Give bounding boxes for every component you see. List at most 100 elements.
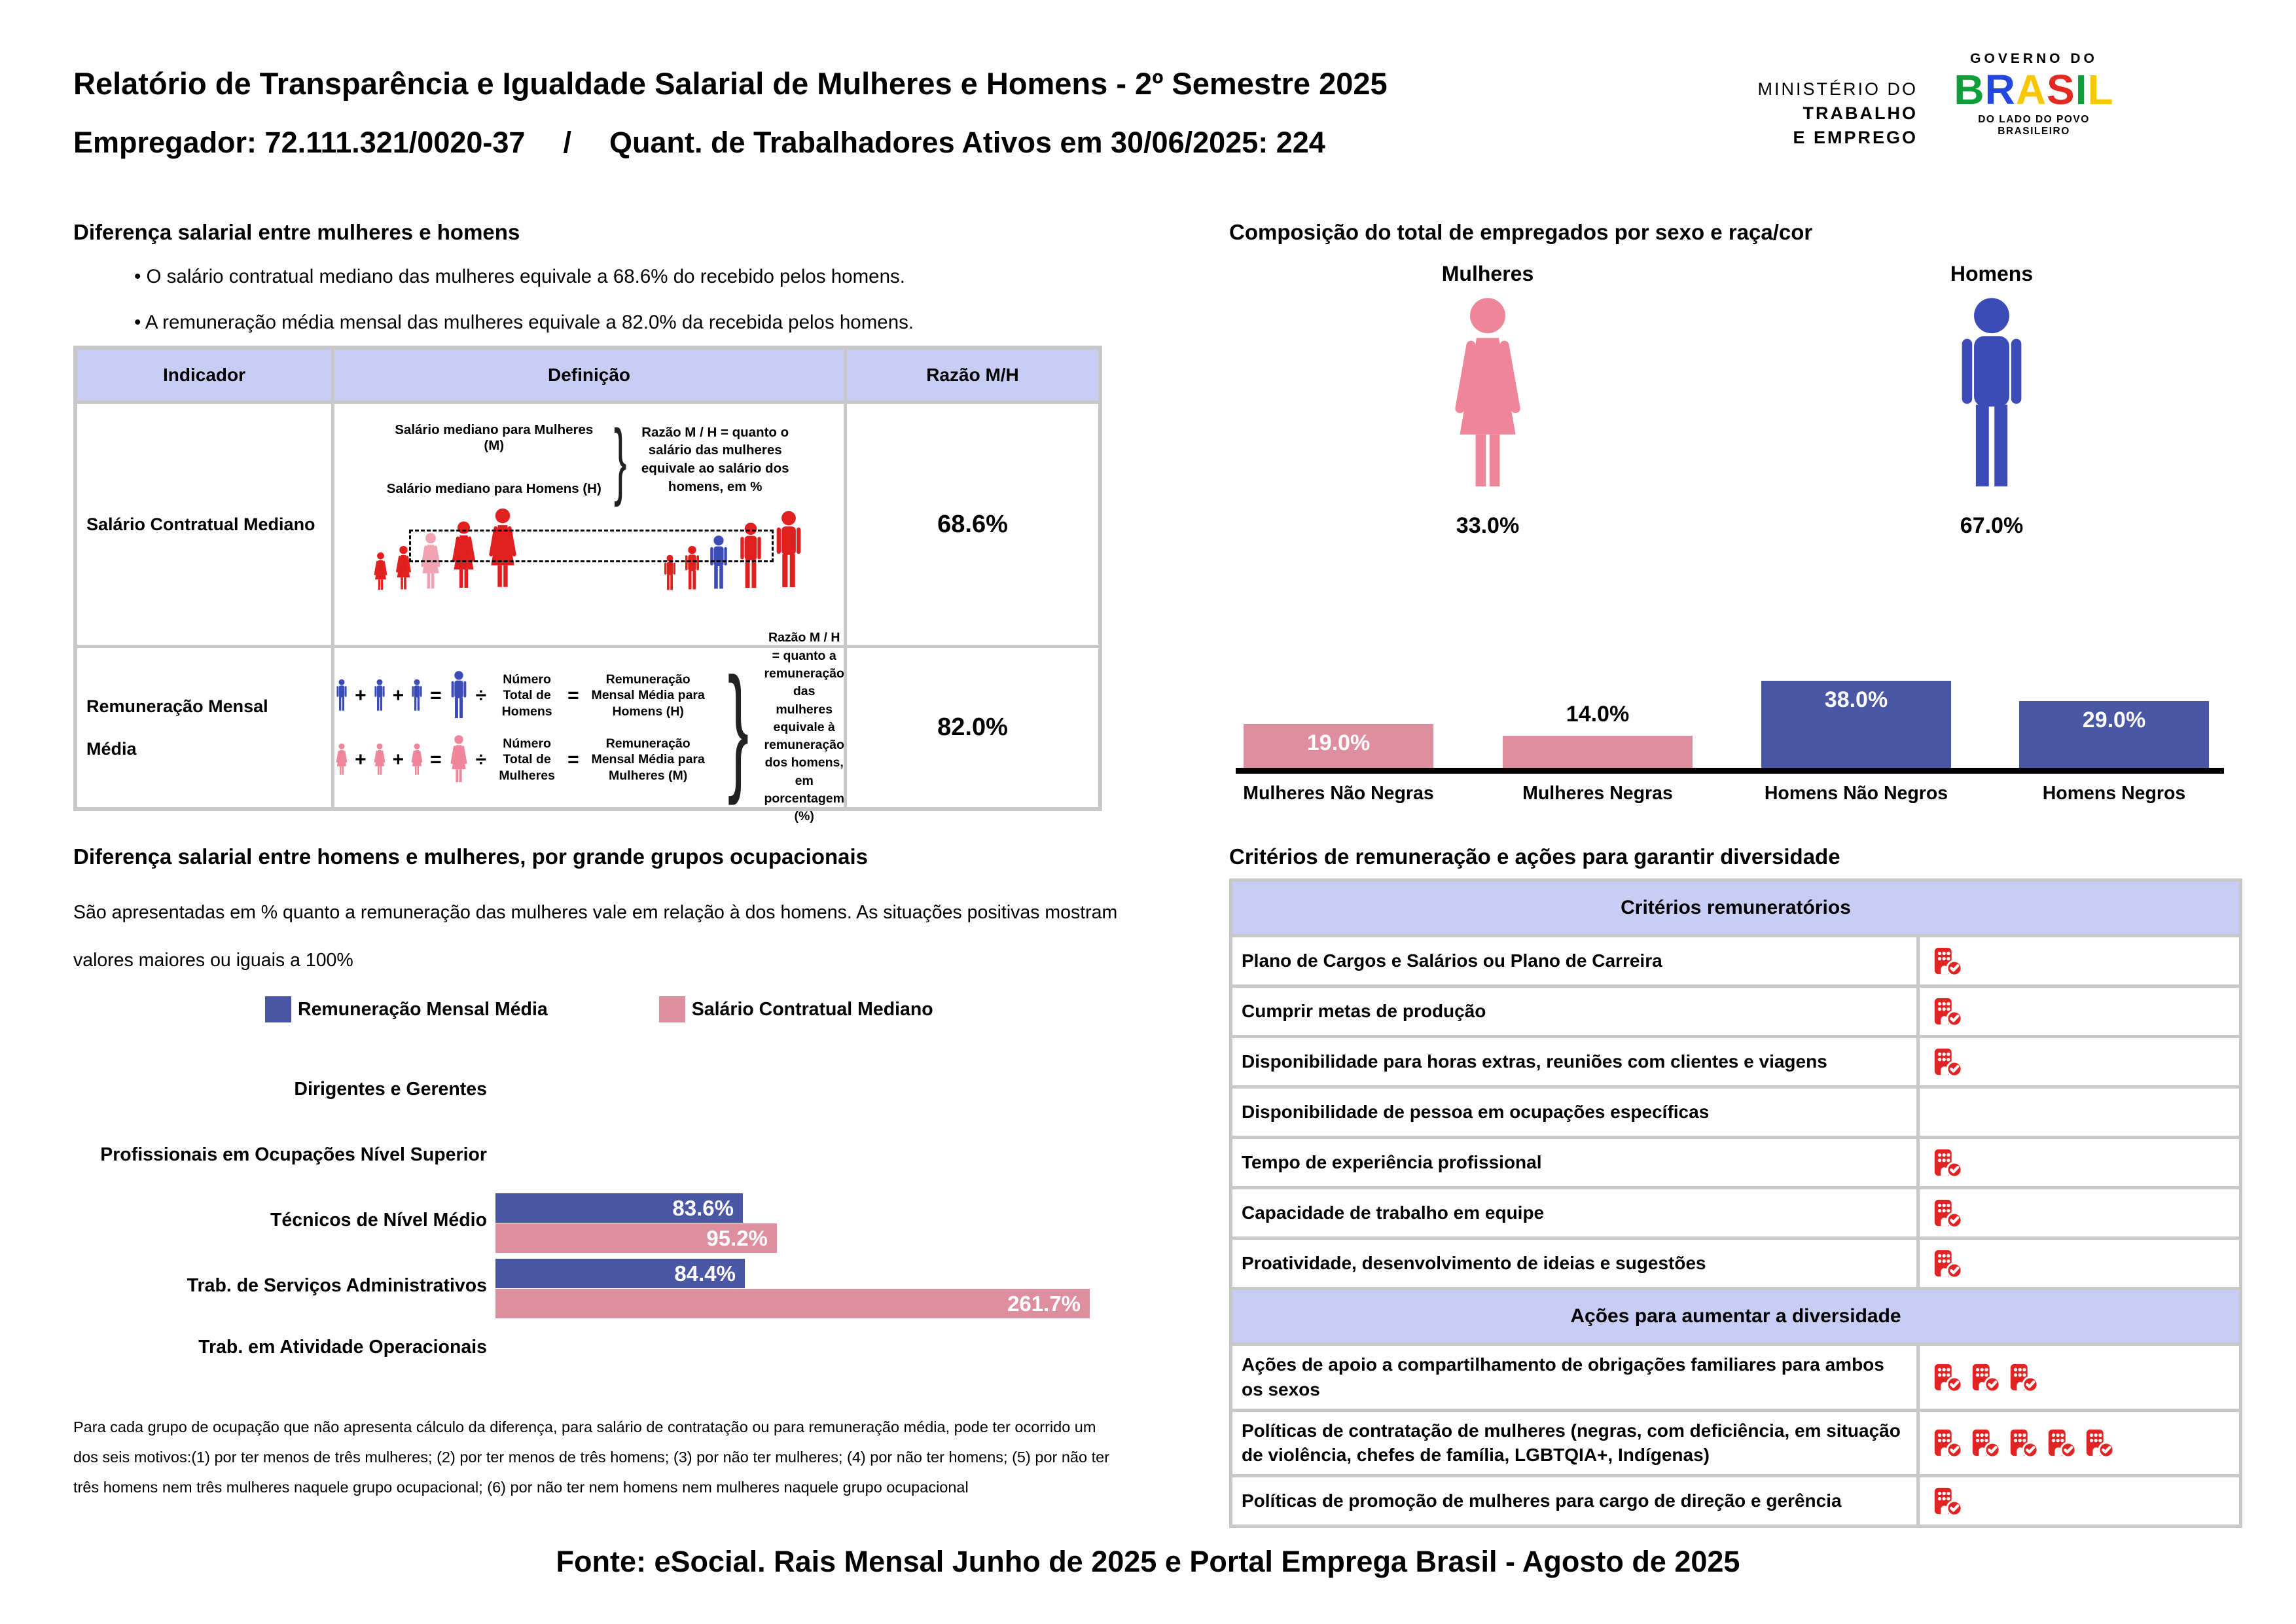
brasil-wordmark: BRASIL — [1941, 67, 2127, 113]
building-check-icon — [1931, 1427, 1963, 1458]
ministry-line1: MINISTÉRIO DO — [1757, 79, 1918, 99]
criteria-label: Políticas de contratação de mulheres (ne… — [1232, 1411, 1916, 1475]
building-check-icon — [1931, 996, 1963, 1027]
composition-bar: 29.0% — [2019, 701, 2209, 768]
bar-value-label: 95.2% — [706, 1225, 768, 1250]
equals-operator: = — [567, 748, 579, 770]
divide-operator: ÷ — [475, 748, 487, 770]
composition-bar: 19.0% — [1244, 724, 1433, 768]
criteria-row: Cumprir metas de produção — [1232, 988, 2239, 1035]
criteria-label: Capacidade de trabalho em equipe — [1232, 1189, 1916, 1236]
criteria-label: Tempo de experiência profissional — [1232, 1139, 1916, 1186]
female-percentage: 33.0% — [1456, 513, 1520, 538]
building-check-icon — [1931, 1485, 1963, 1517]
equals-operator: = — [430, 684, 442, 706]
female-pictogram-icon — [1386, 295, 1589, 503]
ministry-line2: TRABALHO — [1803, 103, 1918, 123]
bar-value-label: 29.0% — [2082, 708, 2146, 732]
bar-category-label: Homens Negros — [2042, 783, 2186, 804]
pictogram-icon — [336, 742, 348, 776]
criteria-label: Disponibilidade de pessoa em ocupações e… — [1232, 1089, 1916, 1136]
building-check-icon — [1969, 1427, 2001, 1458]
median-women-label: Salário mediano para Mulheres (M) — [395, 422, 594, 453]
definition-average-pay: + + = ÷ Número Total de Homens = Remuneração M… — [334, 630, 844, 823]
equals-operator: = — [430, 748, 442, 770]
bar-value-label: 14.0% — [1566, 702, 1630, 727]
criteria-check-cell — [1920, 1038, 2239, 1085]
salary-gap-heading: Diferença salarial entre mulheres e home… — [73, 220, 520, 244]
equals-operator: = — [567, 684, 579, 706]
occupation-category-label: Dirigentes e Gerentes — [294, 1079, 487, 1100]
criteria-check-cell — [1920, 1411, 2239, 1475]
employer-id: Empregador: 72.111.321/0020-37 — [73, 126, 526, 159]
criteria-check-cell — [1920, 1089, 2239, 1136]
criteria-row: Disponibilidade para horas extras, reuni… — [1232, 1038, 2239, 1085]
pictogram-icon — [336, 679, 347, 711]
criteria-row: Políticas de contratação de mulheres (ne… — [1232, 1411, 2239, 1475]
man-pictogram-icon — [776, 511, 800, 587]
bar-value-label: 19.0% — [1306, 731, 1371, 755]
formula-row: + + = ÷ Número Total de Homens = Remuneração M… — [334, 670, 712, 721]
plus-operator: + — [355, 684, 367, 706]
male-percentage: 67.0% — [1960, 513, 2024, 538]
criteria-check-cell — [1920, 988, 2239, 1035]
woman-pictogram-icon — [374, 552, 387, 591]
criteria-table: Critérios remuneratórios Plano de Cargos … — [1229, 878, 2242, 1528]
government-brasil-logo: GOVERNO DO BRASIL DO LADO DO POVO BRASIL… — [1941, 51, 2127, 137]
criteria-section-header: Critérios remuneratórios — [1232, 882, 2239, 934]
building-check-icon — [1931, 1147, 1963, 1178]
building-check-icon — [2045, 1427, 2077, 1458]
chart-legend: Remuneração Mensal Média Salário Contratu… — [265, 996, 933, 1022]
composition-bar — [1503, 736, 1693, 768]
pictogram-icon — [412, 679, 422, 711]
formula-row: + + = ÷ Número Total de Mulheres = Remuneração… — [334, 734, 712, 785]
bar-category-label: Homens Não Negros — [1764, 783, 1948, 804]
brasil-letter: R — [1984, 66, 2016, 113]
gov-logo-tagline: DO LADO DO POVO BRASILEIRO — [1978, 114, 2090, 137]
pictogram-icon — [411, 742, 423, 776]
average-pay-formulas: + + = ÷ Número Total de Homens = Remuneração M… — [334, 670, 712, 785]
building-check-icon — [2007, 1427, 2039, 1458]
bullet-median-salary: O salário contratual mediano das mulhere… — [134, 266, 1083, 288]
report-title: Relatório de Transparência e Igualdade S… — [73, 66, 1388, 101]
criteria-heading: Critérios de remuneração e ações para ga… — [1229, 844, 1840, 869]
brasil-letter: I — [2075, 66, 2088, 113]
brasil-letter: B — [1954, 66, 1985, 113]
plus-operator: + — [355, 748, 367, 770]
criteria-row: Ações de apoio a compartilhamento de obr… — [1232, 1346, 2239, 1409]
ratio-median-salary: 68.6% — [847, 404, 1098, 645]
pictogram-icon — [374, 742, 385, 776]
indicator-median-salary: Salário Contratual Mediano — [77, 404, 331, 645]
occupation-category-label: Profissionais em Ocupações Nível Superio… — [100, 1144, 487, 1165]
bar-value-label: 261.7% — [1007, 1291, 1081, 1316]
col-header-definicao: Definição — [334, 350, 844, 401]
ministry-logo: MINISTÉRIO DO TRABALHO E EMPREGO — [1676, 77, 1918, 150]
gov-logo-top: GOVERNO DO — [1970, 51, 2098, 66]
col-header-indicador: Indicador — [77, 350, 331, 401]
ratio-explanation-2: Razão M / H = quanto a remuneração das m… — [764, 630, 844, 824]
building-check-icon — [1931, 1248, 1963, 1279]
plus-operator: + — [392, 684, 404, 706]
criteria-check-cell — [1920, 1477, 2239, 1525]
criteria-check-cell — [1920, 1139, 2239, 1186]
criteria-label: Plano de Cargos e Salários ou Plano de C… — [1232, 937, 1916, 984]
legend-label: Remuneração Mensal Média — [298, 998, 548, 1020]
building-check-icon — [1931, 1197, 1963, 1229]
formula-count-label: Número Total de Homens — [501, 672, 552, 719]
bullet-average-pay: A remuneração média mensal das mulheres … — [134, 312, 1083, 334]
building-check-icon — [2007, 1362, 2039, 1393]
occupation-gap-heading: Diferença salarial entre homens e mulher… — [73, 844, 869, 869]
col-header-razao: Razão M/H — [847, 350, 1098, 401]
report-subtitle: Empregador: 72.111.321/0020-37 / Quant. … — [73, 126, 1325, 160]
source-footer: Fonte: eSocial. Rais Mensal Junho de 202… — [556, 1545, 1740, 1578]
female-composition-block: Mulheres 33.0% — [1386, 262, 1589, 539]
bar-value-label: 84.4% — [674, 1261, 736, 1286]
criteria-label: Disponibilidade para horas extras, reuni… — [1232, 1038, 1916, 1085]
criteria-check-cell — [1920, 1346, 2239, 1409]
legend-swatch — [658, 996, 685, 1022]
pictogram-icon — [451, 670, 467, 718]
formula-result-label: Remuneração Mensal Média para Homens (H) — [591, 672, 705, 719]
building-check-icon — [2083, 1427, 2115, 1458]
median-connector-box — [408, 530, 774, 562]
